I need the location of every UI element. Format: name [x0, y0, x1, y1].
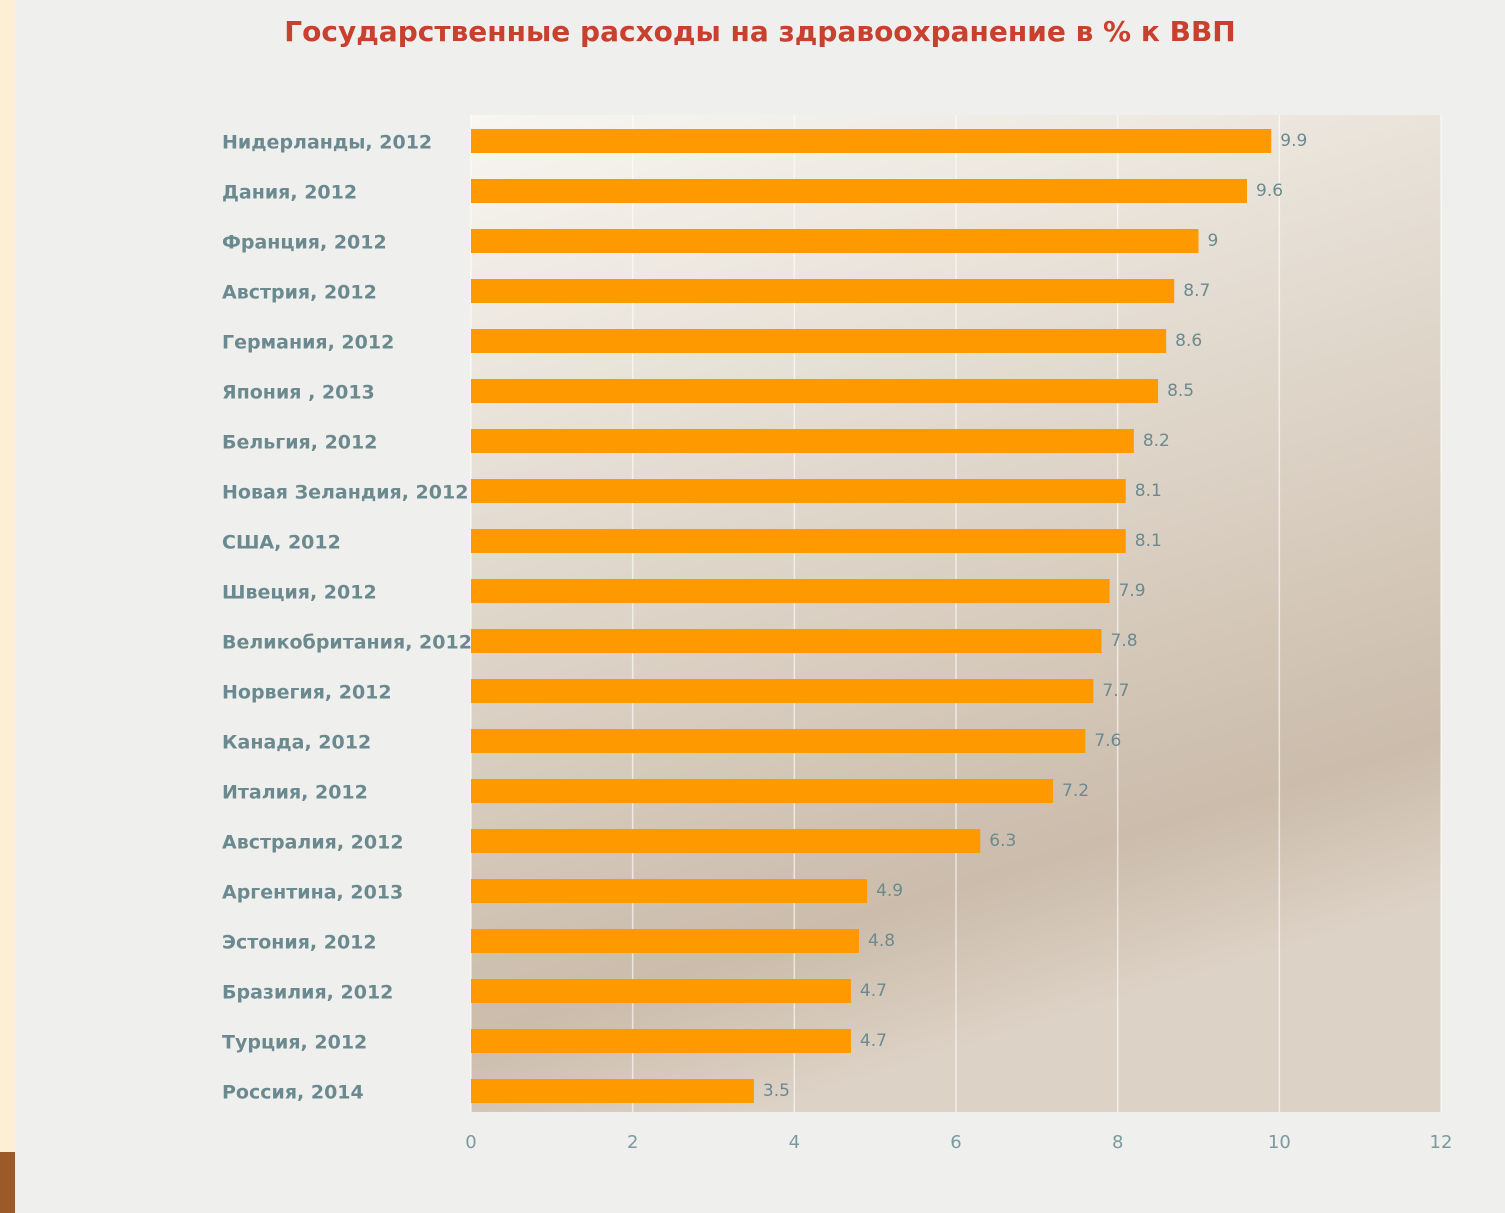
y-tick-label: Эстония, 2012 — [222, 932, 377, 954]
bar — [471, 329, 1167, 353]
value-label: 3.5 — [763, 1081, 790, 1101]
bar — [471, 579, 1110, 603]
y-tick-label: Австрия, 2012 — [222, 282, 377, 304]
y-tick-label: Бразилия, 2012 — [222, 982, 393, 1004]
value-label: 7.7 — [1102, 681, 1129, 701]
value-label: 9 — [1208, 231, 1219, 251]
bar — [471, 829, 981, 853]
y-tick-label: Германия, 2012 — [222, 332, 394, 354]
y-tick-label: Новая Зеландия, 2012 — [222, 482, 468, 504]
y-tick-label: Норвегия, 2012 — [222, 682, 392, 704]
bar — [471, 729, 1086, 753]
x-tick-label: 8 — [1112, 1132, 1123, 1153]
value-label: 4.7 — [860, 1031, 887, 1051]
x-tick-label: 0 — [465, 1132, 476, 1153]
value-label: 7.2 — [1062, 781, 1089, 801]
bar — [471, 929, 859, 953]
y-tick-label: Италия, 2012 — [222, 782, 368, 804]
y-tick-label: Франция, 2012 — [222, 232, 387, 254]
x-tick-label: 4 — [789, 1132, 800, 1153]
value-label: 4.7 — [860, 981, 887, 1001]
value-label: 4.9 — [876, 881, 903, 901]
decoration — [0, 1152, 15, 1213]
value-label: 8.5 — [1167, 381, 1194, 401]
bar — [471, 879, 868, 903]
x-tick-label: 10 — [1268, 1132, 1291, 1153]
chart-title: Государственные расходы на здравоохранен… — [284, 15, 1235, 48]
bar — [471, 779, 1053, 803]
value-label: 8.1 — [1135, 531, 1162, 551]
y-tick-label: Канада, 2012 — [222, 732, 371, 754]
bar — [471, 1079, 754, 1103]
value-label: 7.8 — [1111, 631, 1138, 651]
bar — [471, 129, 1272, 153]
value-label: 8.1 — [1135, 481, 1162, 501]
y-tick-label: Япония , 2013 — [222, 382, 375, 404]
bar — [471, 679, 1094, 703]
bar — [471, 229, 1199, 253]
y-tick-label: США, 2012 — [222, 532, 341, 554]
y-tick-label: Швеция, 2012 — [222, 582, 377, 604]
y-tick-label: Нидерланды, 2012 — [222, 132, 432, 154]
value-label: 7.9 — [1119, 581, 1146, 601]
value-label: 8.6 — [1175, 331, 1202, 351]
bar — [471, 1029, 851, 1053]
x-tick-label: 2 — [627, 1132, 638, 1153]
value-label: 9.9 — [1280, 131, 1307, 151]
y-tick-label: Австралия, 2012 — [222, 832, 404, 854]
y-tick-label: Турция, 2012 — [222, 1032, 367, 1054]
y-tick-label: Аргентина, 2013 — [222, 882, 403, 904]
value-label: 7.6 — [1094, 731, 1121, 751]
bar — [471, 379, 1159, 403]
bar — [471, 279, 1175, 303]
bar — [471, 529, 1126, 553]
x-tick-label: 12 — [1430, 1132, 1453, 1153]
bar — [471, 629, 1102, 653]
y-tick-label: Великобритания, 2012 — [222, 632, 472, 654]
value-label: 8.7 — [1183, 281, 1210, 301]
bar — [471, 429, 1134, 453]
y-tick-label: Бельгия, 2012 — [222, 432, 377, 454]
bar — [471, 979, 851, 1003]
x-tick-label: 6 — [950, 1132, 961, 1153]
value-label: 4.8 — [868, 931, 895, 951]
value-label: 9.6 — [1256, 181, 1283, 201]
y-tick-label: Дания, 2012 — [222, 182, 357, 204]
y-tick-label: Россия, 2014 — [222, 1082, 364, 1104]
bar — [471, 179, 1247, 203]
value-label: 8.2 — [1143, 431, 1170, 451]
bar — [471, 479, 1126, 503]
value-label: 6.3 — [989, 831, 1016, 851]
